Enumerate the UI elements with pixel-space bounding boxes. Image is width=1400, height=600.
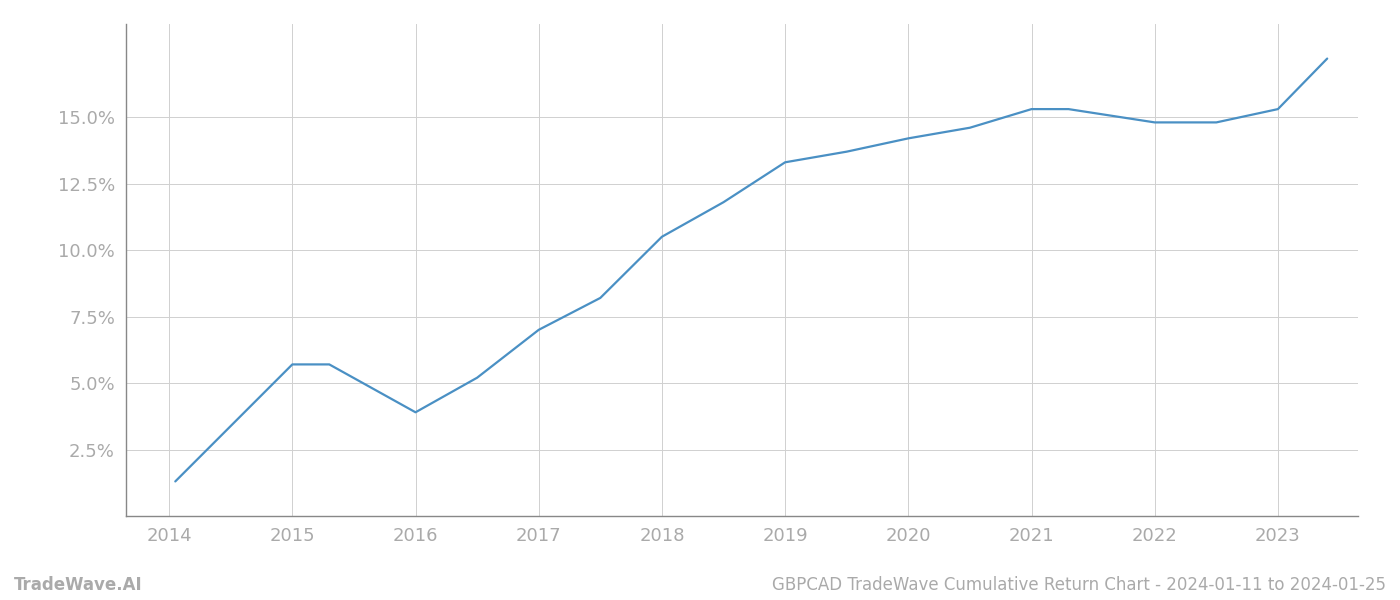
Text: TradeWave.AI: TradeWave.AI: [14, 576, 143, 594]
Text: GBPCAD TradeWave Cumulative Return Chart - 2024-01-11 to 2024-01-25: GBPCAD TradeWave Cumulative Return Chart…: [771, 576, 1386, 594]
